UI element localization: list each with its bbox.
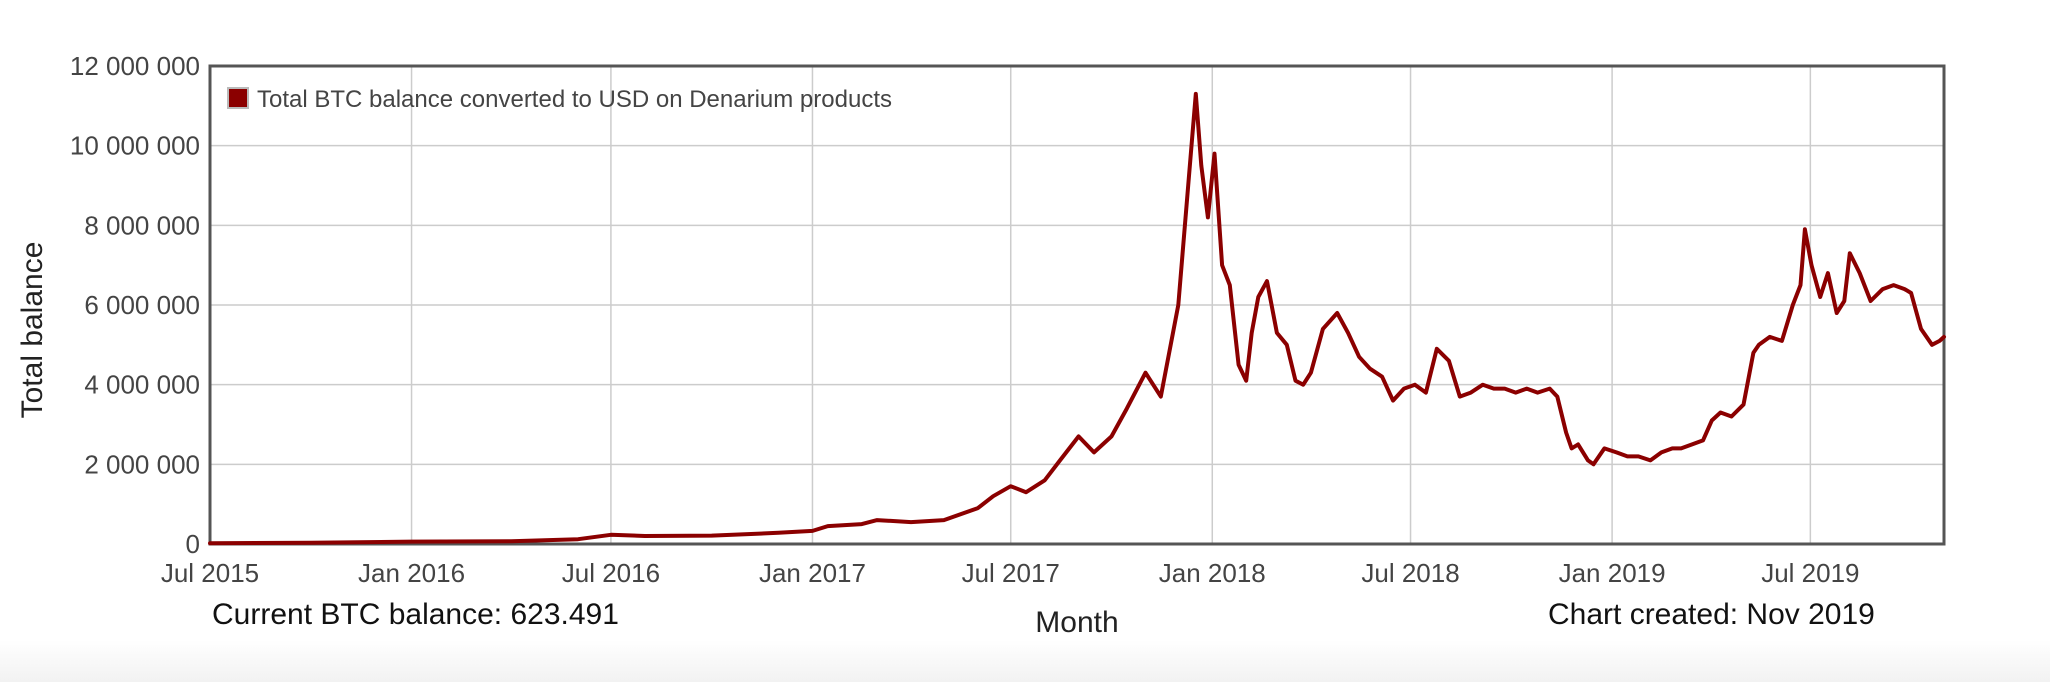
x-tick-label: Jan 2018 <box>1159 558 1266 588</box>
y-tick-label: 8 000 000 <box>84 210 200 240</box>
bottom-band <box>0 640 2050 682</box>
y-axis-title: Total balance <box>16 242 49 419</box>
x-tick-label: Jul 2016 <box>562 558 660 588</box>
series-line <box>208 91 1946 546</box>
x-tick-label: Jul 2017 <box>962 558 1060 588</box>
chart-created-text: Chart created: Nov 2019 <box>1548 598 1875 631</box>
y-tick-labels: 0 2 000 000 4 000 000 6 000 000 8 000 000 10 … <box>70 51 200 559</box>
x-tick-label: Jan 2017 <box>759 558 866 588</box>
legend-swatch <box>227 87 249 109</box>
x-tick-label: Jul 2018 <box>1361 558 1459 588</box>
grid-lines <box>209 65 1944 545</box>
legend-label: Total BTC balance converted to USD on De… <box>257 86 892 113</box>
legend[interactable]: Total BTC balance converted to USD on De… <box>227 86 892 113</box>
x-tick-label: Jan 2019 <box>1559 558 1666 588</box>
y-tick-label: 6 000 000 <box>84 290 200 320</box>
y-tick-label: 2 000 000 <box>84 449 200 479</box>
x-tick-label: Jul 2015 <box>161 558 259 588</box>
series-layer <box>208 91 1946 546</box>
y-tick-label: 4 000 000 <box>84 370 200 400</box>
x-axis-title: Month <box>1035 606 1118 639</box>
x-tick-label: Jul 2019 <box>1761 558 1859 588</box>
y-tick-label: 12 000 000 <box>70 51 200 81</box>
y-tick-label: 10 000 000 <box>70 131 200 161</box>
x-tick-labels: Jul 2015 Jan 2016 Jul 2016 Jan 2017 Jul 2017… <box>161 558 1860 588</box>
x-tick-label: Jan 2016 <box>358 558 465 588</box>
current-balance-text: Current BTC balance: 623.491 <box>212 598 619 631</box>
y-tick-label: 0 <box>186 529 200 559</box>
plot-frame <box>208 64 1946 546</box>
